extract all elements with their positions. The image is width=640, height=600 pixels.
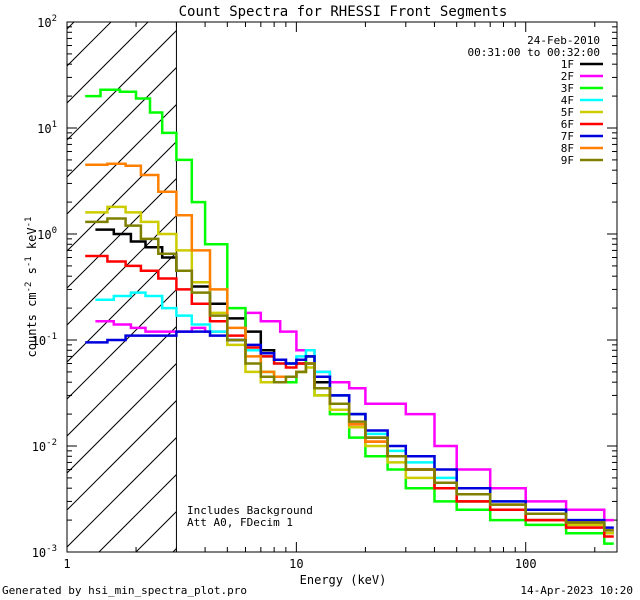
y-axis-label-part: keV (25, 227, 39, 256)
x-tick-label: 1 (63, 557, 70, 571)
legend-label-6f: 6F (561, 118, 574, 131)
legend-label-9f: 9F (561, 154, 574, 167)
hatch-line (98, 473, 177, 552)
annotation-attenuator: Att A0, FDecim 1 (187, 516, 293, 529)
series-line-7f (85, 330, 614, 529)
y-axis-label-sup: -1 (24, 256, 34, 267)
footer-timestamp: 14-Apr-2023 10:20 (520, 584, 633, 597)
chart-title: Count Spectra for RHESSI Front Segments (179, 4, 508, 20)
hatch-line (67, 29, 177, 141)
legend-date: 24-Feb-2010 (527, 34, 600, 47)
series-group (85, 88, 614, 545)
y-tick-label: 102 (37, 14, 57, 30)
y-tick-label: 10-1 (32, 332, 57, 348)
annotation-background: Includes Background (187, 504, 313, 517)
legend-label-3f: 3F (561, 82, 574, 95)
x-tick-labels: 1 10 100 (63, 557, 536, 571)
legend-label-5f: 5F (561, 106, 574, 119)
hatch-line (67, 140, 177, 252)
legend-label-8f: 8F (561, 142, 574, 155)
y-tick-label: 10-2 (32, 438, 57, 454)
legend-label-1f: 1F (561, 58, 574, 71)
y-axis-label-sup: -1 (24, 217, 34, 228)
hatch-line (67, 66, 177, 178)
y-axis-label-part: s (25, 267, 39, 281)
legend-time-range: 00:31:00 to 00:32:00 (468, 46, 600, 59)
series-line-3f (85, 88, 614, 545)
hatch-line (67, 436, 177, 548)
hatch-line (67, 22, 149, 104)
legend-label-2f: 2F (561, 70, 574, 83)
plot-frame (66, 21, 618, 553)
x-tick-label: 10 (289, 557, 303, 571)
legend-label-7f: 7F (561, 130, 574, 143)
y-tick-label: 100 (37, 226, 57, 242)
series-line-5f (85, 205, 614, 535)
y-axis-label-sup: -2 (24, 282, 34, 293)
y-axis-label: counts cm-2 s-1 keV-1 (24, 217, 39, 358)
y-tick-label: 10-3 (32, 544, 57, 560)
hatch-line (67, 251, 177, 363)
hatch-line (67, 399, 177, 511)
series-line-2f (95, 311, 614, 522)
series-line-1f (95, 228, 614, 535)
x-axis-label: Energy (keV) (300, 573, 387, 587)
series-line-8f (85, 162, 614, 532)
series-line-9f (85, 217, 614, 532)
y-axis-label-part: counts cm (25, 292, 39, 357)
legend-label-4f: 4F (561, 94, 574, 107)
x-tick-label: 100 (515, 557, 537, 571)
hatch-line (67, 214, 177, 326)
shaded-region (67, 22, 177, 552)
hatch-line (67, 362, 177, 474)
y-tick-label: 101 (37, 120, 57, 136)
y-tick-labels: 10-3 10-2 10-1 100 101 102 (32, 14, 57, 560)
hatch-line (67, 177, 177, 289)
footer-generator: Generated by hsi_min_spectra_plot.pro (2, 584, 247, 597)
hatch-line (67, 22, 75, 30)
